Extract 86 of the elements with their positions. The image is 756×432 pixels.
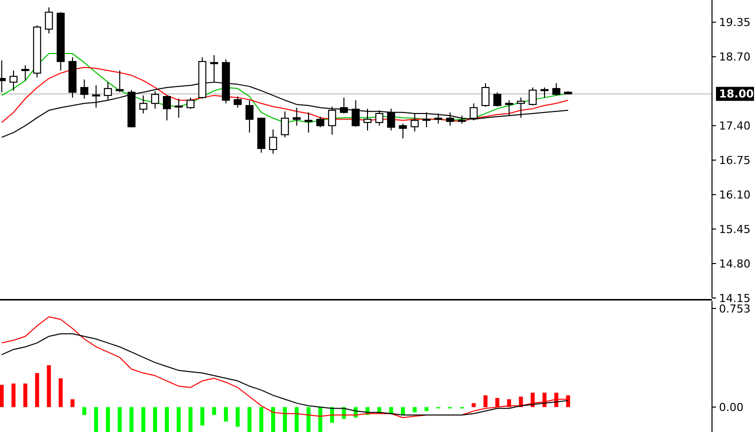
candlestick [328, 106, 336, 136]
candlestick [174, 98, 183, 118]
candlestick [422, 112, 430, 128]
bar [495, 398, 500, 408]
candlestick [340, 97, 348, 114]
bar [35, 373, 40, 408]
y-tick-label: 16.10 [719, 188, 750, 202]
candlestick [505, 100, 514, 116]
bar [224, 407, 228, 422]
bar [106, 407, 110, 432]
y-tick-label: 16.75 [719, 154, 750, 167]
candlestick [280, 110, 289, 138]
bar [271, 407, 276, 432]
y-tick-label: 19.35 [719, 16, 750, 30]
bar [164, 407, 169, 432]
candlestick [528, 86, 537, 106]
bar [318, 407, 322, 432]
bar [153, 407, 158, 432]
bar [141, 407, 146, 432]
bar [424, 407, 428, 412]
candlestick [292, 107, 301, 126]
candlestick [186, 97, 194, 110]
bar [12, 384, 16, 408]
y-tick-label: 17.40 [719, 120, 750, 133]
candlestick [234, 96, 242, 108]
candlestick [540, 86, 548, 98]
candlestick [304, 112, 312, 134]
bar [412, 407, 417, 412]
line-series [1, 333, 569, 416]
bar [484, 395, 488, 408]
candlestick [44, 6, 53, 34]
bar [23, 384, 28, 408]
candlestick [162, 94, 171, 121]
candlestick [552, 82, 560, 96]
candlestick [246, 100, 254, 134]
y-tick-label: 0.00 [719, 400, 744, 414]
candlestick [269, 128, 278, 154]
bar [236, 407, 240, 427]
bar [0, 384, 4, 408]
candlestick [434, 112, 442, 124]
bar [82, 407, 86, 415]
candlestick [10, 70, 18, 92]
bar [389, 407, 394, 414]
ref-line-label: 18.00 [719, 88, 754, 101]
bar [282, 407, 287, 432]
bar [118, 407, 122, 432]
bar [248, 407, 252, 432]
bar [188, 407, 192, 432]
candlestick [470, 102, 478, 121]
candlestick [352, 100, 360, 128]
bar [472, 403, 476, 408]
y-tick-label: 14.15 [719, 292, 750, 305]
candlestick [387, 108, 396, 131]
bar [46, 365, 51, 408]
candlestick [398, 123, 407, 139]
candlestick [80, 79, 88, 100]
candlestick [516, 97, 525, 118]
bar [212, 407, 216, 415]
bar [58, 378, 63, 408]
y-tick-label: 15.45 [719, 222, 750, 236]
bar [259, 407, 264, 432]
candlestick [316, 116, 324, 128]
bar [130, 407, 134, 432]
candlestick [410, 112, 419, 132]
bar [294, 407, 299, 432]
candlestick [151, 90, 160, 110]
bar [400, 407, 405, 415]
candlestick [116, 70, 124, 93]
line-series [1, 316, 569, 418]
bar [200, 407, 204, 426]
bar [176, 407, 181, 432]
candlestick [364, 108, 372, 131]
y-tick-label: 0.753 [719, 302, 750, 316]
candlestick [139, 94, 148, 114]
candlestick [92, 84, 100, 108]
y-tick-label: 14.80 [719, 257, 750, 270]
candlestick [482, 82, 490, 108]
bar [94, 407, 98, 432]
bar [518, 396, 523, 408]
candlestick [21, 64, 30, 82]
y-tick-label: 18.70 [719, 50, 750, 64]
candlestick [446, 112, 454, 126]
bar [70, 399, 74, 408]
bar [306, 407, 310, 432]
candlestick [493, 92, 502, 108]
candlestick [375, 110, 384, 126]
